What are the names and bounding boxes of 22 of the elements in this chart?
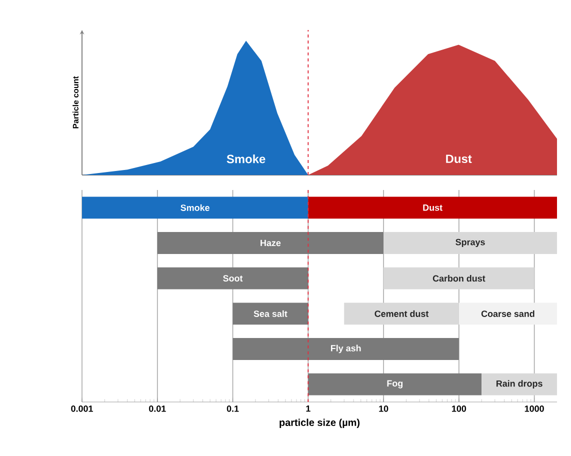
data-label: Sea salt (254, 310, 288, 317)
data-label: Rain drops (496, 380, 542, 388)
data-label: Smoke (180, 204, 210, 211)
x-tick-label: 10 (379, 406, 388, 412)
x-tick-label: 100 (452, 406, 466, 412)
data-label: Coarse sand (481, 310, 534, 317)
x-tick-label: 0.001 (71, 406, 93, 412)
data-label: Cement dust (374, 310, 429, 317)
x-tick-label: 0.1 (226, 406, 239, 412)
x-tick-label: 1000 (524, 406, 544, 412)
x-tick-label: 0.01 (149, 406, 166, 412)
x-tick-label: 1 (306, 406, 310, 412)
data-label: Fly ash (330, 344, 361, 354)
data-label: Dust (423, 204, 442, 211)
data-label: Sprays (456, 238, 485, 248)
data-label: Soot (223, 275, 243, 282)
data-label: Carbon dust (432, 275, 486, 282)
series-label: Dust (446, 154, 472, 164)
data-label: Haze (260, 240, 281, 246)
x-axis-title: particle size (µm) (280, 418, 360, 428)
series-label: Smoke (226, 154, 266, 164)
data-label: Fog (387, 380, 403, 388)
